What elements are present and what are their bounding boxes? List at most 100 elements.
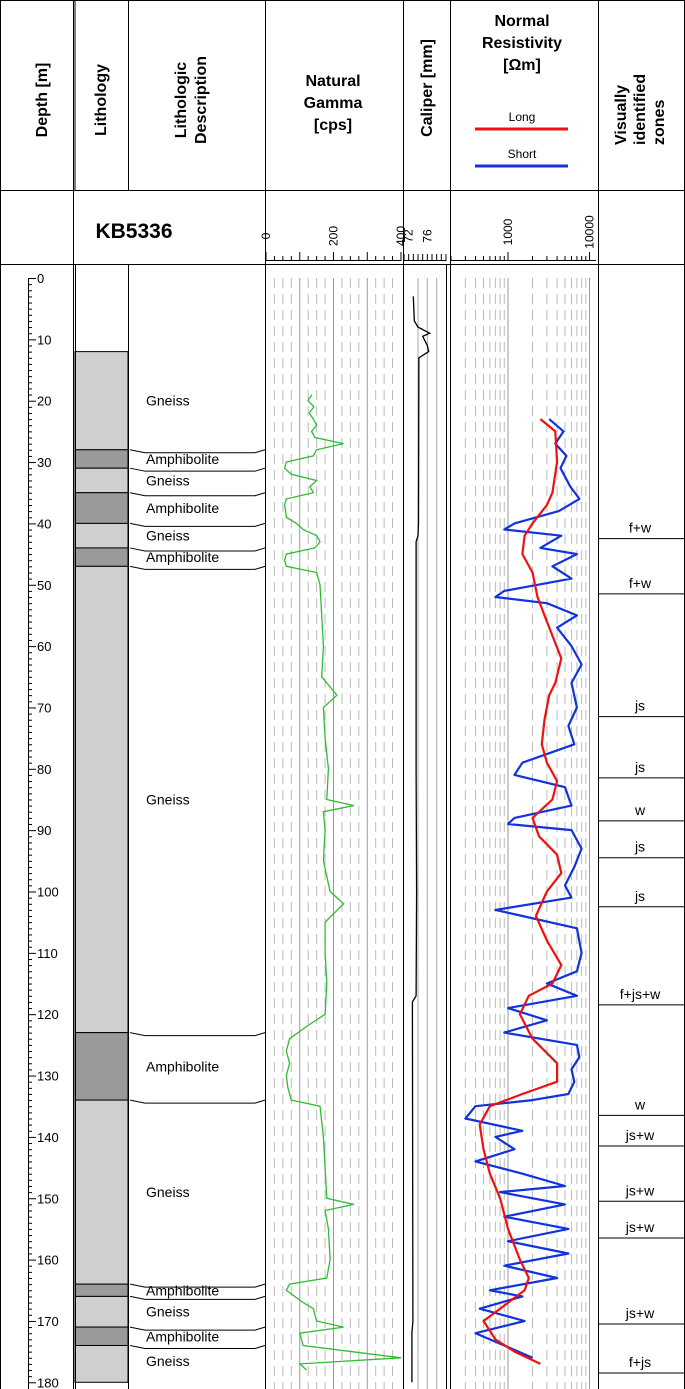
description-label-3: Amphibolite — [146, 500, 219, 516]
legend-long-label: Long — [509, 110, 536, 124]
header-gamma-2: Gamma — [304, 95, 363, 112]
zone-label-3: js — [634, 759, 645, 775]
lithology-bed-9 — [74, 1283, 129, 1297]
lithology-bed-2 — [74, 467, 129, 494]
zone-label-6: js — [634, 888, 645, 904]
resistivity-tick-label-10000: 10000 — [583, 215, 597, 249]
depth-tick-label-180: 180 — [37, 1375, 59, 1389]
description-label-2: Gneiss — [146, 472, 190, 488]
header-gamma-3: [cps] — [314, 117, 352, 134]
zone-label-2: js — [634, 698, 645, 714]
lithology-bed-5 — [74, 547, 129, 567]
depth-tick-label-50: 50 — [37, 578, 51, 593]
description-boundary-6 — [129, 1032, 266, 1037]
depth-tick-label-40: 40 — [37, 516, 51, 531]
lithology-bed-8 — [74, 1099, 129, 1285]
description-boundary-0 — [129, 449, 266, 454]
zone-label-5: js — [634, 839, 645, 855]
description-boundary-2 — [129, 492, 266, 497]
depth-tick-label-140: 140 — [37, 1130, 59, 1145]
zone-label-12: js+w — [625, 1305, 655, 1321]
description-boundary-7 — [129, 1099, 266, 1104]
description-label-5: Amphibolite — [146, 549, 219, 565]
depth-tick-label-150: 150 — [37, 1191, 59, 1206]
legend-short-label: Short — [508, 147, 537, 161]
depth-tick-label-130: 130 — [37, 1069, 59, 1084]
lithology-bed-7 — [74, 1032, 129, 1101]
depth-tick-label-160: 160 — [37, 1253, 59, 1268]
description-label-11: Amphibolite — [146, 1328, 219, 1344]
description-boundary-4 — [129, 547, 266, 552]
zone-label-11: js+w — [625, 1219, 655, 1235]
resistivity-short-curve — [464, 418, 583, 1359]
gamma-curve — [283, 394, 402, 1371]
zone-label-9: js+w — [625, 1127, 655, 1143]
description-boundary-11 — [129, 1344, 266, 1349]
depth-tick-label-170: 170 — [37, 1314, 59, 1329]
lithology-bed-4 — [74, 522, 129, 549]
caliper-tick-label-76: 76 — [420, 229, 434, 243]
caliper-tick-label-72: 72 — [402, 229, 416, 243]
depth-tick-label-120: 120 — [37, 1007, 59, 1022]
depth-tick-label-20: 20 — [37, 394, 51, 409]
header-resistivity-3: [Ωm] — [503, 57, 541, 74]
header-depth: Depth [m] — [34, 63, 51, 138]
caliper-curve — [411, 296, 432, 1383]
description-label-4: Gneiss — [146, 528, 190, 544]
header-caliper: Caliper [mm] — [419, 39, 436, 137]
depth-tick-label-10: 10 — [37, 332, 51, 347]
description-label-8: Gneiss — [146, 1184, 190, 1200]
lithology-bed-1 — [74, 449, 129, 469]
description-boundary-8 — [129, 1283, 266, 1288]
header-resistivity-2: Resistivity — [482, 35, 562, 52]
description-boundary-3 — [129, 522, 266, 527]
gamma-tick-label-200: 200 — [327, 226, 341, 246]
lithology-bed-11 — [74, 1326, 129, 1346]
zone-label-10: js+w — [625, 1182, 655, 1198]
header-zones-3: zones — [651, 100, 668, 145]
description-label-0: Gneiss — [146, 393, 190, 409]
header-zones-1: Visually — [613, 85, 630, 145]
zone-label-1: f+w — [629, 575, 652, 591]
well-name: KB5336 — [95, 220, 172, 243]
header-description-2: Description — [193, 56, 210, 144]
depth-tick-label-70: 70 — [37, 700, 51, 715]
description-label-12: Gneiss — [146, 1353, 190, 1369]
zone-label-7: f+js+w — [620, 986, 661, 1002]
gamma-tick-label-400: 400 — [394, 226, 408, 246]
description-boundary-10 — [129, 1326, 266, 1331]
description-label-1: Amphibolite — [146, 451, 219, 467]
depth-tick-label-100: 100 — [37, 885, 59, 900]
depth-tick-label-80: 80 — [37, 762, 51, 777]
depth-tick-label-110: 110 — [37, 946, 58, 961]
description-boundary-9 — [129, 1295, 266, 1300]
zone-label-8: w — [634, 1096, 646, 1112]
zone-label-13: f+js — [629, 1354, 651, 1370]
zone-label-4: w — [634, 802, 646, 818]
resistivity-long-curve — [478, 418, 563, 1365]
depth-tick-label-30: 30 — [37, 455, 51, 470]
header-resistivity-1: Normal — [494, 13, 549, 30]
zone-label-0: f+w — [629, 520, 652, 536]
resistivity-tick-label-1000: 1000 — [501, 218, 515, 245]
header-lithology: Lithology — [93, 64, 110, 136]
gamma-tick-label-0: 0 — [259, 232, 273, 239]
description-label-6: Gneiss — [146, 791, 190, 807]
description-label-7: Amphibolite — [146, 1058, 219, 1074]
lithology-bed-6 — [74, 565, 129, 1034]
description-label-10: Gneiss — [146, 1304, 190, 1320]
header-gamma-1: Natural — [305, 73, 360, 90]
depth-tick-label-0: 0 — [37, 271, 44, 286]
lithology-bed-10 — [74, 1295, 129, 1328]
description-boundary-5 — [129, 565, 266, 570]
description-boundary-1 — [129, 467, 266, 472]
lithology-bed-3 — [74, 492, 129, 524]
depth-tick-label-60: 60 — [37, 639, 51, 654]
depth-tick-label-90: 90 — [37, 823, 51, 838]
lithology-bed-12 — [74, 1344, 129, 1383]
header-zones-2: identified — [632, 74, 649, 145]
lithology-bed-0 — [74, 351, 129, 451]
description-label-9: Amphibolite — [146, 1282, 219, 1298]
header-description-1: Lithologic — [173, 62, 190, 139]
